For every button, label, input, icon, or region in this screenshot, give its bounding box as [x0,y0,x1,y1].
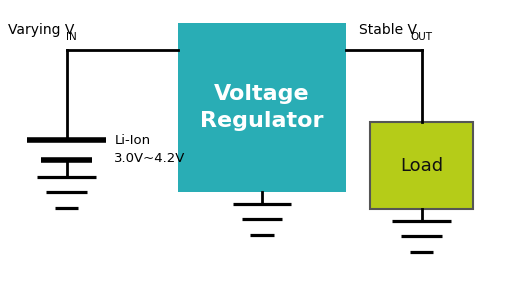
Text: IN: IN [65,32,77,42]
Text: Li-Ion
3.0V~4.2V: Li-Ion 3.0V~4.2V [114,134,186,166]
FancyBboxPatch shape [370,122,473,209]
FancyBboxPatch shape [178,23,346,192]
Text: Voltage
Regulator: Voltage Regulator [200,84,324,131]
Text: Varying V: Varying V [8,23,74,37]
Text: Load: Load [400,156,443,175]
Text: OUT: OUT [411,32,433,42]
Text: Stable V: Stable V [359,23,417,37]
